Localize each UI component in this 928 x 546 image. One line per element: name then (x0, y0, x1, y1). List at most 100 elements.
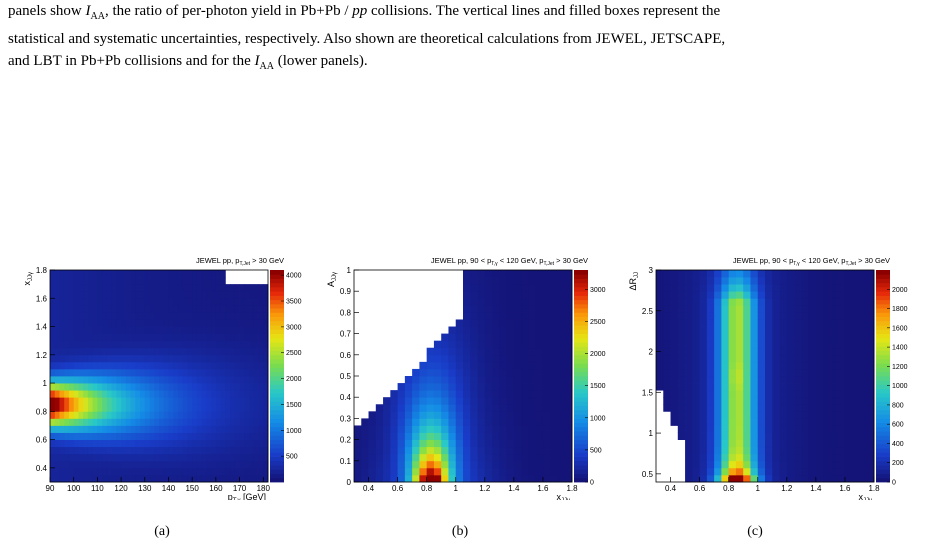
heatmap-cell (528, 397, 537, 405)
heatmap-cell (50, 432, 56, 440)
heatmap-cell (206, 376, 212, 384)
heatmap-cell (542, 446, 551, 455)
heatmap-cell (154, 383, 160, 391)
heatmap-cell (92, 333, 98, 342)
heatmap-cell (794, 460, 802, 469)
heatmap-cell (111, 277, 117, 285)
heatmap-cell (102, 432, 108, 440)
heatmap-cell (168, 298, 174, 306)
heatmap-cell (140, 277, 146, 285)
heatmap-cell (258, 418, 264, 426)
heatmap-panel-c: 0 200 400 600 800 1000 1200 1400 1600 1800 2000 0.4… (616, 250, 916, 500)
heatmap-cell (484, 368, 493, 377)
heatmap-cell (692, 446, 700, 455)
heatmap-cell (513, 460, 522, 469)
heatmap-cell (225, 326, 231, 334)
heatmap-cell (837, 467, 846, 476)
heatmap-cell (542, 390, 551, 398)
heatmap-cell (215, 397, 222, 405)
heatmap-cell (59, 326, 65, 334)
heatmap-cell (692, 312, 700, 320)
heatmap-cell (706, 418, 715, 426)
heatmap-cell (121, 453, 127, 462)
heatmap-cell (130, 467, 136, 476)
heatmap-cell (808, 326, 817, 334)
heatmap-cell (111, 460, 117, 469)
heatmap-cell (492, 354, 500, 363)
heatmap-cell (441, 474, 449, 483)
heatmap-cell (149, 312, 155, 320)
heatmap-cell (182, 453, 188, 462)
heatmap-cell (692, 277, 700, 285)
heatmap-cell (542, 376, 551, 384)
heatmap-cell (685, 425, 693, 433)
heatmap-cell (499, 319, 507, 327)
heatmap-cell (506, 404, 515, 412)
heatmap-cell (728, 439, 737, 448)
heatmap-cell (258, 347, 264, 356)
heatmap-cell (211, 404, 217, 412)
heatmap-cell (187, 333, 193, 342)
heatmap-cell (106, 298, 113, 306)
heatmap-cell (557, 474, 566, 483)
heatmap-cell (73, 298, 79, 306)
heatmap-cell (215, 446, 222, 455)
heatmap-cell (750, 333, 759, 342)
heatmap-cell (670, 368, 679, 377)
heatmap-cell (677, 326, 686, 334)
heatmap-cell (263, 354, 269, 363)
heatmap-cell (196, 467, 203, 476)
heatmap-cell (743, 305, 751, 313)
heatmap-cell (499, 376, 507, 384)
heatmap-cell (699, 333, 708, 342)
heatmap-cell (211, 284, 217, 292)
heatmap-cell (92, 397, 98, 405)
heatmap-cell (830, 368, 839, 377)
heatmap-cell (140, 333, 146, 342)
heatmap-cell (521, 460, 529, 469)
heatmap-cell (506, 411, 515, 419)
heatmap-cell (220, 390, 226, 398)
heatmap-cell (685, 418, 693, 426)
heatmap-cell (54, 347, 60, 356)
heatmap-cell (163, 354, 169, 363)
heatmap-cell (135, 347, 141, 356)
heatmap-cell (234, 326, 240, 334)
heatmap-cell (215, 425, 222, 433)
heatmap-cell (528, 404, 537, 412)
heatmap-cell (757, 383, 766, 391)
heatmap-cell (448, 368, 457, 377)
heatmap-cell (670, 326, 679, 334)
heatmap-cell (125, 390, 131, 398)
heatmap-cell (499, 368, 507, 377)
heatmap-cell (837, 460, 846, 469)
heatmap-cell (852, 291, 860, 299)
caption-line-1: panels show IAA, the ratio of per-photon… (8, 3, 721, 22)
heatmap-cell (125, 361, 131, 370)
heatmap-cell (206, 439, 212, 448)
heatmap-cell (263, 411, 269, 419)
heatmap-cell (794, 305, 802, 313)
heatmap-cell (765, 446, 773, 455)
heatmap-cell (383, 425, 391, 433)
heatmap-cell (463, 432, 471, 440)
heatmap-cell (168, 404, 174, 412)
heatmap-cell (135, 270, 141, 278)
heatmap-cell (83, 361, 89, 370)
heatmap-cell (220, 453, 226, 462)
heatmap-cell (794, 411, 802, 419)
heatmap-cell (83, 460, 89, 469)
heatmap-cell (521, 368, 529, 377)
heatmap-cell (140, 305, 146, 313)
heatmap-cell (397, 460, 406, 469)
heatmap-cell (111, 453, 117, 462)
heatmap-cell (211, 270, 217, 278)
heatmap-cell (116, 432, 122, 440)
heatmap-cell (140, 404, 146, 412)
heatmap-cell (699, 277, 708, 285)
heatmap-cell (677, 376, 686, 384)
heatmap-cell (844, 333, 853, 342)
heatmap-cell (249, 397, 255, 405)
heatmap-cell (441, 460, 449, 469)
heatmap-cell (685, 411, 693, 419)
